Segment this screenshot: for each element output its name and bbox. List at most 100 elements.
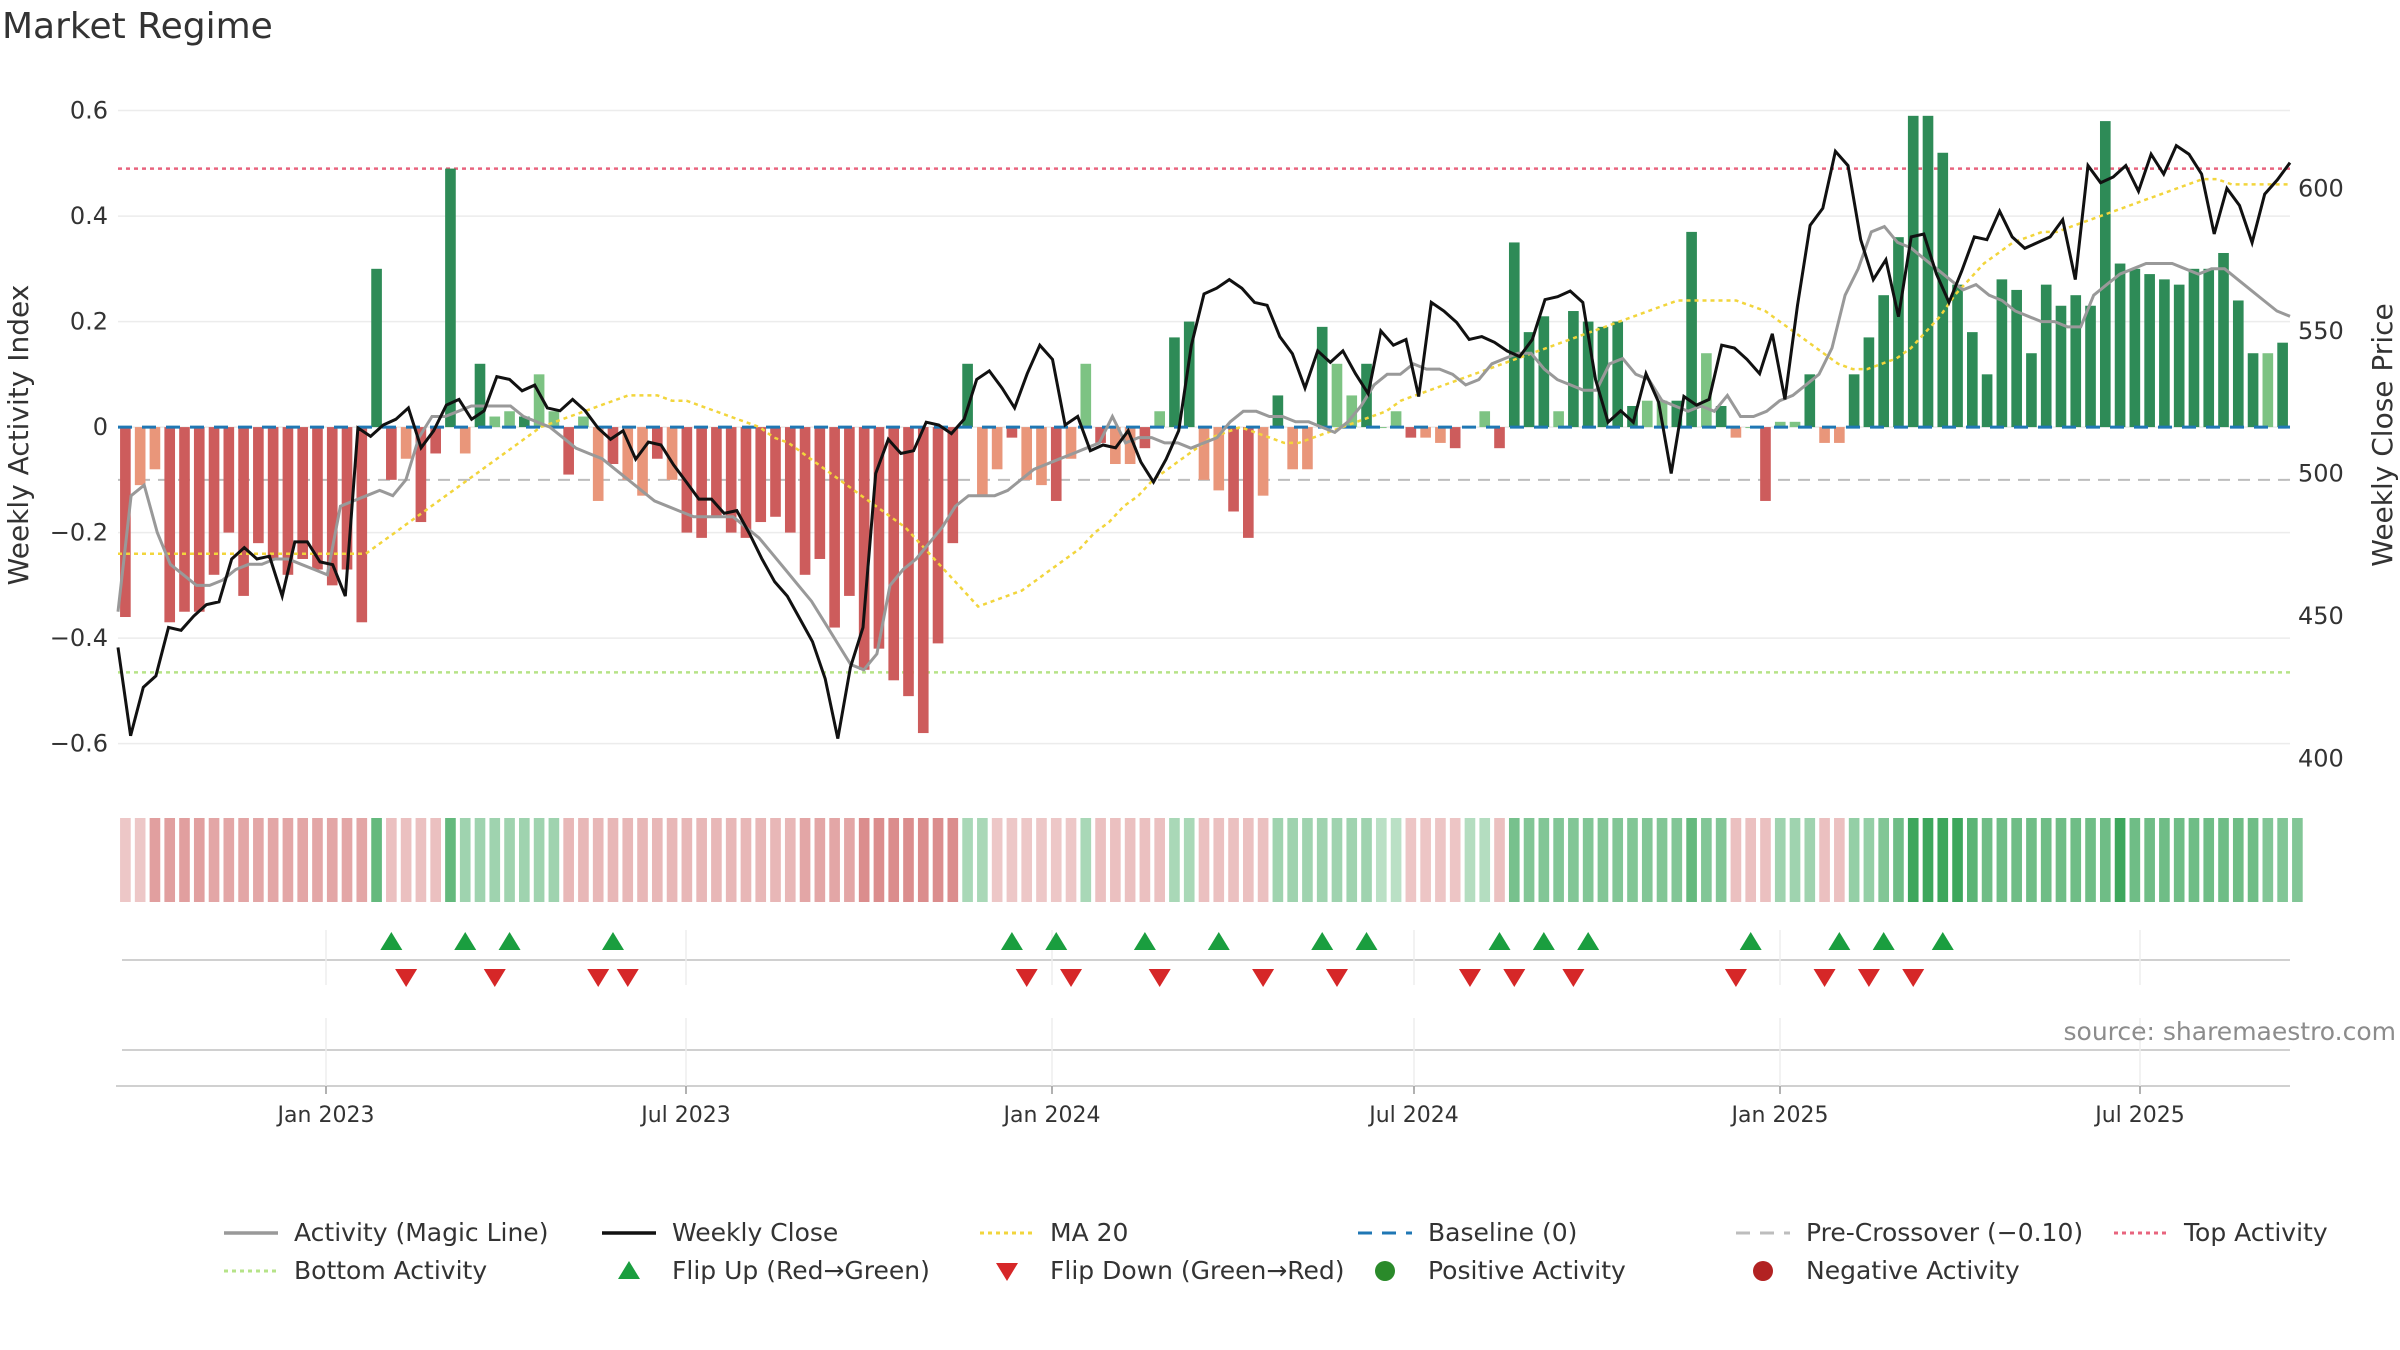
activity-bar (1641, 400, 1653, 428)
regime-strip-cell (1893, 818, 1904, 902)
activity-bar (149, 427, 161, 470)
regime-strip-cell (1952, 818, 1963, 902)
flip-up-marker (1311, 932, 1334, 950)
activity-bar (1287, 427, 1298, 470)
regime-strip-cell (1420, 818, 1431, 902)
flip-up-marker (601, 932, 624, 950)
legend-item: MA 20 (978, 1218, 1128, 1247)
activity-bar (1021, 427, 1033, 480)
regime-strip-cell (578, 818, 589, 902)
legend-swatch (1736, 1231, 1790, 1234)
activity-bar (1228, 427, 1239, 512)
activity-bar (1568, 311, 1579, 428)
regime-strip-cell (1435, 818, 1446, 902)
regime-strip-cell (1937, 818, 1949, 902)
regime-strip-cell (1745, 818, 1757, 902)
flip-up-marker (454, 932, 477, 950)
activity-bar (917, 427, 929, 734)
regime-strip-cell (267, 818, 279, 902)
activity-bar (1538, 316, 1550, 428)
regime-strip-cell (651, 818, 663, 902)
activity-bar (430, 427, 441, 454)
regime-strip-cell (1006, 818, 1018, 902)
legend-swatch-shape (996, 1262, 1018, 1281)
flip-up-marker (1532, 932, 1555, 950)
activity-bar (1169, 337, 1180, 428)
regime-strip-cell (770, 818, 781, 902)
activity-bar (193, 427, 205, 612)
activity-bar (445, 168, 456, 428)
regime-strip-cell (991, 818, 1003, 902)
magic-line (116, 224, 2291, 672)
regime-strip-cell (1701, 818, 1712, 902)
activity-bar (1878, 295, 1889, 428)
y-left-tick-label: −0.6 (50, 730, 108, 758)
regime-strip-cell (1523, 818, 1535, 902)
activity-bar (415, 427, 427, 523)
legend-swatch (2114, 1231, 2168, 1234)
regime-strip-cell (903, 818, 914, 902)
flip-up-marker (1577, 932, 1600, 950)
activity-bar (533, 374, 545, 428)
regime-strip-cell (637, 818, 648, 902)
legend-swatch-shape (1753, 1260, 1773, 1281)
activity-bar (1893, 237, 1904, 428)
flip-down-marker (1015, 969, 1038, 987)
regime-strip-cell (814, 818, 826, 902)
activity-bar (947, 427, 959, 544)
flip-up-marker (1488, 932, 1511, 950)
regime-strip-cell (888, 818, 900, 902)
flip-down-marker (1724, 969, 1747, 987)
regime-strip-cell (134, 818, 146, 902)
y-left-tick-label: 0.4 (70, 202, 108, 230)
legend-swatch (1753, 1260, 1773, 1281)
regime-strip-cell (1686, 818, 1697, 902)
regime-strip-cell (563, 818, 574, 902)
activity-bar (1730, 427, 1742, 438)
activity-bar (386, 427, 397, 480)
regime-strip-cell (2232, 818, 2244, 902)
y-left-tick-label: −0.4 (50, 624, 108, 652)
regime-strip-cell (120, 818, 131, 902)
activity-bar (1449, 427, 1461, 449)
legend-swatch (996, 1262, 1018, 1281)
legend-swatch (618, 1260, 640, 1279)
activity-bar (1390, 411, 1402, 428)
regime-strip-cell (1967, 818, 1978, 902)
legend-label: Weekly Close (672, 1218, 839, 1247)
regime-strip-cell (2218, 818, 2229, 902)
activity-bar (1316, 326, 1328, 428)
legend-item: Flip Down (Green→Red) (978, 1256, 1345, 1285)
weekly-close-line (116, 143, 2292, 739)
activity-bar (2277, 342, 2288, 428)
activity-bar (1213, 427, 1225, 491)
activity-bar (297, 427, 309, 559)
legend-item: Negative Activity (1734, 1256, 2020, 1285)
legend-swatch (224, 1230, 278, 1235)
regime-strip-cell (1257, 818, 1269, 902)
x-tick-label: Jan 2025 (1730, 1103, 1829, 1128)
legend-swatch (1375, 1260, 1395, 1281)
legend-label: Activity (Magic Line) (294, 1218, 549, 1247)
activity-bar (356, 427, 368, 623)
regime-strip-cell (1050, 818, 1062, 902)
activity-bar (371, 268, 382, 428)
regime-strip-cell (1375, 818, 1387, 902)
regime-strip-cell (1715, 818, 1727, 902)
activity-bar (2085, 305, 2096, 428)
legend-item: Positive Activity (1356, 1256, 1626, 1285)
flip-up-marker (1931, 932, 1954, 950)
regime-strip-cell (1819, 818, 1830, 902)
regime-strip-cell (1390, 818, 1402, 902)
regime-strip-cell (2292, 818, 2303, 902)
regime-strip-cell (1095, 818, 1106, 902)
activity-bar (2144, 274, 2155, 428)
activity-bar (134, 427, 146, 486)
regime-strip-cell (238, 818, 249, 902)
activity-bar (1420, 427, 1431, 438)
regime-strip-cell (1183, 818, 1195, 902)
activity-bar (592, 427, 604, 501)
regime-strip-cell (1834, 818, 1845, 902)
activity-bar (2173, 284, 2185, 428)
